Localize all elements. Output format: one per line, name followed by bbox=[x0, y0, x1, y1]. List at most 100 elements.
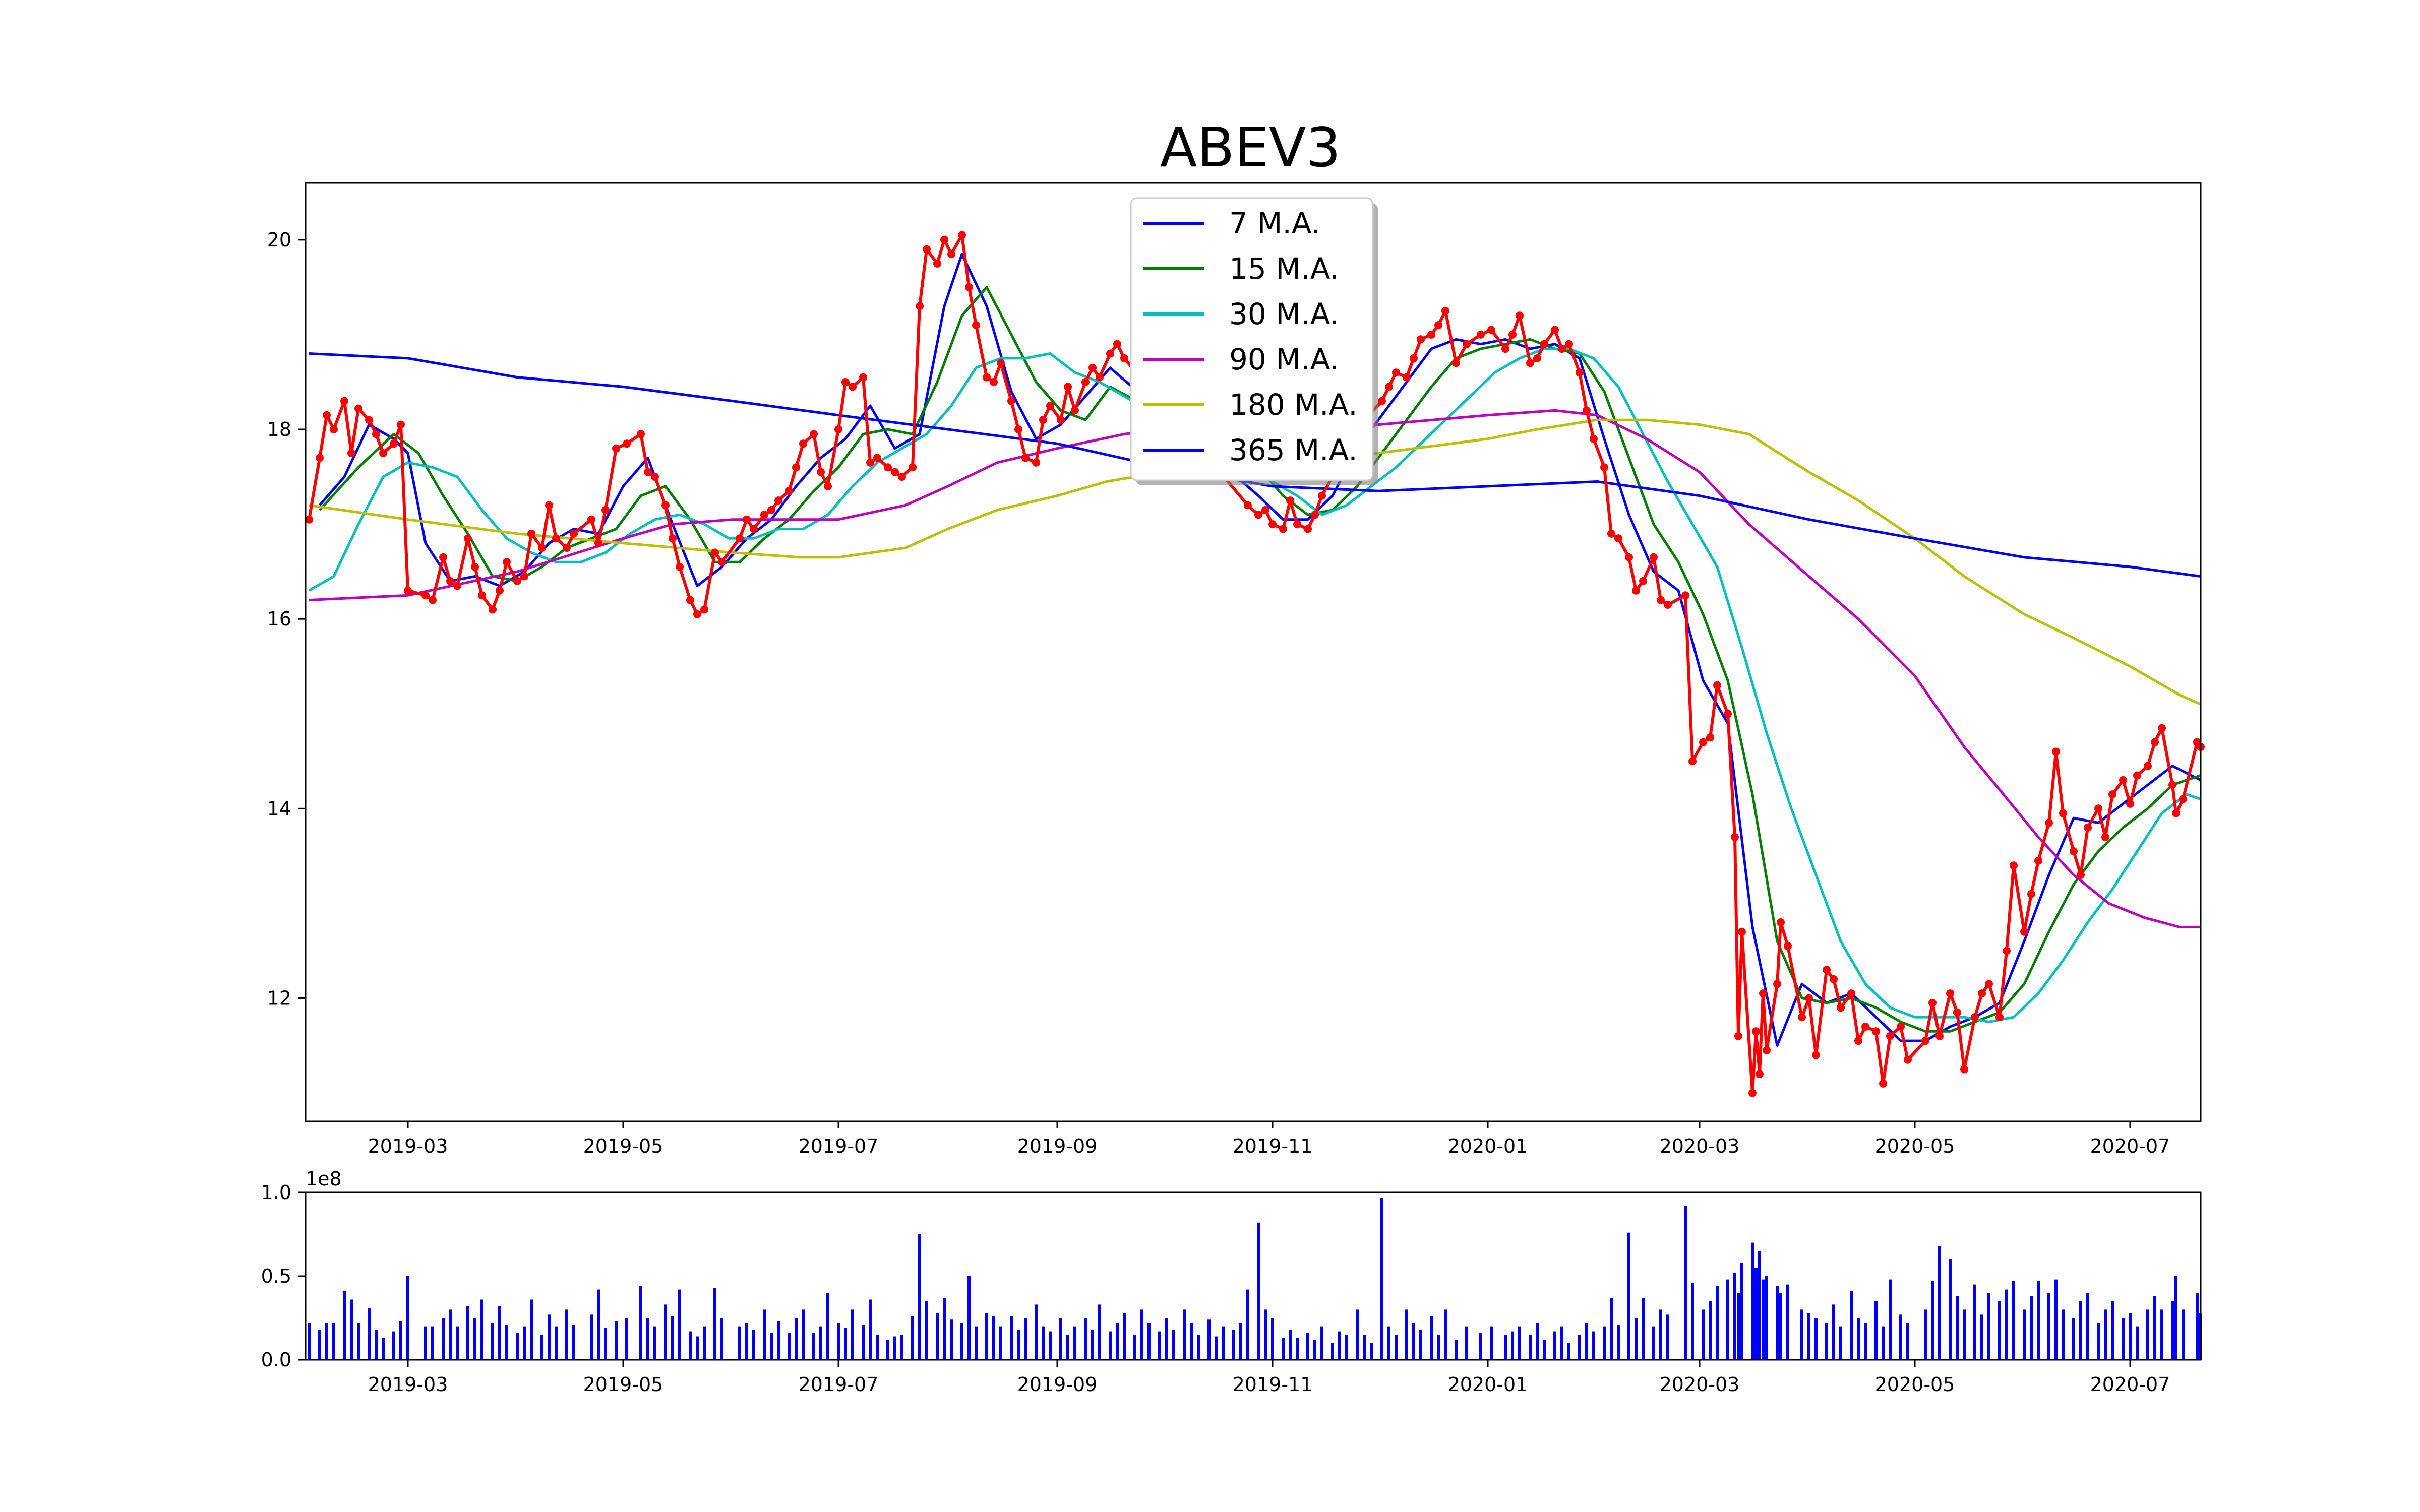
volume-x-tick-label: 2020-05 bbox=[1875, 1373, 1955, 1396]
price-point bbox=[1688, 757, 1697, 766]
price-point bbox=[429, 596, 437, 604]
price-point bbox=[1756, 1070, 1764, 1078]
price-point bbox=[2108, 790, 2116, 799]
price-point bbox=[1113, 340, 1121, 348]
volume-bar bbox=[392, 1331, 395, 1360]
volume-bar bbox=[1740, 1263, 1743, 1360]
volume-bar bbox=[1084, 1318, 1087, 1360]
volume-bar bbox=[1825, 1323, 1828, 1360]
volume-bar bbox=[1380, 1198, 1383, 1360]
price-point bbox=[1039, 416, 1047, 424]
price-point bbox=[1088, 363, 1097, 372]
price-point bbox=[1392, 368, 1400, 377]
price-point bbox=[520, 572, 528, 581]
price-axes-frame bbox=[305, 182, 2202, 1122]
legend-label: 180 M.A. bbox=[1229, 388, 1358, 422]
legend-items: 7 M.A. 15 M.A. 30 M.A. 90 M.A. 180 M.A. 365 M… bbox=[1143, 206, 1358, 467]
price-point bbox=[397, 420, 405, 429]
price-point bbox=[1773, 980, 1781, 988]
volume-bar bbox=[1207, 1319, 1211, 1360]
volume-bar bbox=[2122, 1318, 2125, 1360]
price-point bbox=[1385, 383, 1393, 391]
price-point bbox=[1734, 1032, 1742, 1040]
price-x-tick-label: 2020-07 bbox=[2090, 1135, 2170, 1157]
volume-bar bbox=[1518, 1326, 1521, 1360]
volume-bar bbox=[1786, 1284, 1789, 1360]
volume-bar bbox=[844, 1328, 847, 1360]
volume-bar bbox=[703, 1326, 706, 1360]
volume-bar bbox=[1345, 1335, 1348, 1360]
volume-bar bbox=[900, 1335, 903, 1360]
volume-bar bbox=[1924, 1309, 1927, 1360]
volume-y-tick-label: 1.0 bbox=[261, 1181, 291, 1204]
price-point bbox=[916, 302, 924, 310]
price-x-tick-label: 2019-09 bbox=[1017, 1135, 1098, 1157]
price-point bbox=[760, 511, 768, 519]
volume-bar bbox=[1331, 1343, 1334, 1360]
price-point bbox=[347, 449, 355, 457]
volume-bar bbox=[1282, 1338, 1285, 1360]
price-point bbox=[2070, 847, 2078, 855]
price-point bbox=[612, 444, 620, 453]
volume-bar bbox=[678, 1289, 681, 1360]
price-point bbox=[1279, 525, 1287, 533]
volume-bar bbox=[1857, 1318, 1860, 1360]
price-point bbox=[1477, 330, 1485, 339]
volume-bar bbox=[1123, 1313, 1126, 1360]
volume-bar bbox=[975, 1326, 978, 1360]
price-point bbox=[1724, 710, 1732, 718]
volume-bar bbox=[696, 1336, 699, 1360]
volume-bar bbox=[1271, 1318, 1274, 1360]
volume-bar bbox=[1998, 1301, 2001, 1360]
volume-bar bbox=[1691, 1283, 1694, 1360]
volume-bar bbox=[1140, 1309, 1143, 1360]
volume-bar bbox=[911, 1316, 914, 1360]
price-point bbox=[2077, 871, 2085, 879]
volume-bar bbox=[1839, 1326, 1842, 1360]
price-y-tick-label: 14 bbox=[267, 797, 291, 820]
volume-bar bbox=[1024, 1318, 1027, 1360]
price-point bbox=[1830, 975, 1838, 983]
price-point bbox=[2151, 738, 2159, 746]
volume-bar bbox=[1963, 1309, 1966, 1360]
volume-x-tick-label: 2020-07 bbox=[2090, 1373, 2170, 1396]
price-point bbox=[644, 468, 652, 476]
volume-bar bbox=[918, 1234, 921, 1360]
price-point bbox=[1583, 406, 1591, 415]
price-point bbox=[1995, 1013, 2004, 1022]
volume-bar bbox=[936, 1313, 939, 1360]
volume-bar bbox=[597, 1289, 600, 1360]
price-point bbox=[661, 501, 670, 510]
price-x-tick-label: 2020-05 bbox=[1875, 1135, 1955, 1157]
price-point bbox=[1286, 496, 1294, 505]
price-point bbox=[1417, 335, 1425, 344]
price-point bbox=[1501, 345, 1509, 353]
price-point bbox=[1318, 491, 1326, 500]
volume-bar bbox=[1938, 1246, 1941, 1360]
price-point bbox=[1861, 1022, 1869, 1031]
price-point bbox=[538, 544, 546, 552]
volume-bar bbox=[466, 1306, 469, 1360]
volume-bar bbox=[1363, 1335, 1366, 1360]
volume-bar bbox=[473, 1318, 476, 1360]
volume-bar bbox=[1158, 1331, 1161, 1360]
price-point bbox=[2168, 781, 2176, 789]
volume-bar bbox=[1578, 1335, 1581, 1360]
price-point bbox=[1268, 520, 1277, 529]
volume-bar bbox=[480, 1299, 483, 1360]
volume-bar bbox=[1553, 1331, 1556, 1360]
price-point bbox=[471, 562, 479, 571]
volume-bar bbox=[523, 1326, 526, 1360]
volume-bar bbox=[1709, 1301, 1712, 1360]
volume-bar bbox=[1832, 1304, 1835, 1360]
volume-bar bbox=[540, 1335, 543, 1360]
price-point bbox=[1071, 406, 1079, 415]
price-point bbox=[1798, 1013, 1806, 1022]
price-point bbox=[2045, 818, 2053, 827]
volume-bar bbox=[1666, 1314, 1669, 1360]
price-point bbox=[1978, 989, 1986, 998]
volume-bar bbox=[1172, 1330, 1175, 1360]
price-point bbox=[909, 463, 917, 472]
volume-bar bbox=[1800, 1309, 1803, 1360]
volume-bar bbox=[1313, 1340, 1316, 1360]
